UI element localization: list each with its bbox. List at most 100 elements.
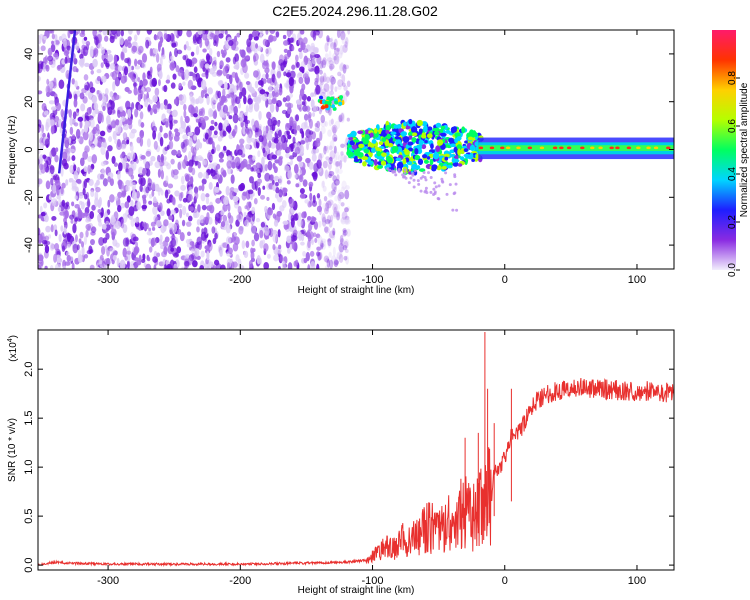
heatmap-cell bbox=[244, 72, 250, 79]
heatmap-cell bbox=[84, 120, 89, 127]
heatmap-cell bbox=[283, 165, 290, 172]
heatmap-cell bbox=[218, 33, 224, 39]
heatmap-cell bbox=[296, 155, 303, 162]
heatmap-cell bbox=[377, 165, 383, 169]
heatmap-cell bbox=[344, 218, 351, 225]
heatmap-cell bbox=[136, 30, 141, 36]
heatmap-cell bbox=[238, 184, 245, 192]
heatmap-cell bbox=[122, 132, 127, 139]
heatmap-cell bbox=[329, 150, 336, 160]
heatmap-cell bbox=[265, 59, 269, 68]
heatmap-cell bbox=[72, 111, 77, 120]
heatmap-cell bbox=[133, 34, 138, 42]
colorbar-tick-label: 0.8 bbox=[727, 71, 738, 85]
heatmap-cell bbox=[116, 30, 121, 37]
heatmap-cell bbox=[85, 218, 90, 223]
heatmap-cell bbox=[429, 175, 433, 179]
heatmap-cell bbox=[38, 75, 41, 82]
heatmap-cell bbox=[411, 137, 417, 143]
heatmap-cell bbox=[45, 225, 51, 233]
heatmap-cell bbox=[65, 50, 70, 55]
heatmap-cell bbox=[367, 160, 374, 165]
heatmap-cell bbox=[369, 132, 374, 138]
heatmap-cell bbox=[91, 154, 98, 164]
heatmap-cell bbox=[142, 78, 148, 86]
heatmap-cell bbox=[174, 190, 180, 197]
heatmap-cell bbox=[323, 226, 329, 233]
heatmap-cell bbox=[321, 240, 327, 250]
heatmap-cell bbox=[275, 100, 282, 107]
heatmap-cell bbox=[339, 44, 344, 55]
heatmap-cell bbox=[277, 119, 281, 127]
heatmap-cell bbox=[139, 184, 143, 192]
heatmap-cell bbox=[343, 155, 347, 163]
heatmap-cell bbox=[265, 48, 269, 55]
heatmap-cell bbox=[324, 104, 329, 109]
heatmap-cell bbox=[198, 185, 203, 191]
heatmap-cell bbox=[231, 234, 235, 243]
heatmap-cell bbox=[328, 170, 335, 177]
heatmap-cell bbox=[53, 52, 59, 58]
heatmap-cell bbox=[83, 74, 89, 81]
heatmap-cell bbox=[469, 144, 476, 152]
heatmap-cell bbox=[145, 186, 150, 194]
heatmap-cell bbox=[97, 209, 102, 214]
heatmap-cell bbox=[74, 203, 80, 209]
heatmap-cell bbox=[325, 158, 331, 164]
heatmap-cell bbox=[339, 159, 343, 170]
heatmap-cell bbox=[201, 183, 205, 192]
heatmap-cell bbox=[332, 126, 337, 135]
heatmap-cell bbox=[207, 241, 213, 252]
heatmap-cell bbox=[51, 40, 54, 45]
heatmap-cell bbox=[145, 39, 150, 49]
heatmap-cell bbox=[333, 260, 339, 265]
heatmap-cell bbox=[233, 105, 238, 115]
heatmap-cell bbox=[263, 243, 269, 252]
heatmap-cell bbox=[141, 62, 147, 69]
heatmap-cell bbox=[45, 85, 51, 94]
heatmap-cell bbox=[318, 220, 322, 228]
heatmap-cell bbox=[98, 30, 103, 33]
heatmap-cell bbox=[216, 50, 221, 58]
heatmap-cell bbox=[133, 247, 139, 256]
heatmap-cell bbox=[129, 144, 134, 152]
heatmap-cell bbox=[44, 265, 48, 269]
heatmap-cell bbox=[117, 65, 123, 72]
heatmap-cell bbox=[252, 30, 258, 38]
heatmap-cell bbox=[161, 54, 166, 60]
heatmap-cell bbox=[289, 30, 294, 35]
heatmap-cell bbox=[107, 53, 114, 62]
heatmap-cell bbox=[158, 40, 163, 48]
heatmap-cell bbox=[252, 155, 256, 161]
heatmap-cell bbox=[73, 122, 79, 127]
heatmap-cell bbox=[311, 153, 317, 162]
heatmap-cell bbox=[242, 63, 248, 74]
heatmap-cell bbox=[467, 136, 474, 141]
heatmap-cell bbox=[414, 148, 419, 155]
tone-peak bbox=[505, 146, 511, 150]
heatmap-cell bbox=[183, 109, 187, 119]
heatmap-cell bbox=[278, 54, 284, 64]
tone-peak bbox=[516, 146, 521, 150]
heatmap-cell bbox=[180, 184, 187, 191]
heatmap-cell bbox=[454, 138, 459, 144]
heatmap-cell bbox=[159, 56, 163, 67]
heatmap-cell bbox=[91, 204, 96, 211]
heatmap-streak bbox=[57, 30, 77, 174]
heatmap-cell bbox=[321, 180, 325, 188]
heatmap-cell bbox=[242, 191, 248, 197]
heatmap-cell bbox=[329, 230, 336, 239]
heatmap-cell bbox=[404, 176, 408, 180]
heatmap-cell bbox=[149, 48, 153, 57]
heatmap-cell bbox=[346, 228, 351, 237]
heatmap-cell bbox=[49, 242, 55, 251]
heatmap-cell bbox=[205, 193, 210, 198]
y-tick-label: -20 bbox=[23, 189, 35, 205]
heatmap-cell bbox=[312, 112, 316, 117]
heatmap-cell bbox=[344, 41, 348, 48]
heatmap-cell bbox=[426, 133, 433, 139]
heatmap-cell bbox=[412, 178, 416, 182]
heatmap-cell bbox=[320, 105, 325, 110]
heatmap-cell bbox=[63, 236, 67, 243]
heatmap-cell bbox=[431, 167, 437, 172]
